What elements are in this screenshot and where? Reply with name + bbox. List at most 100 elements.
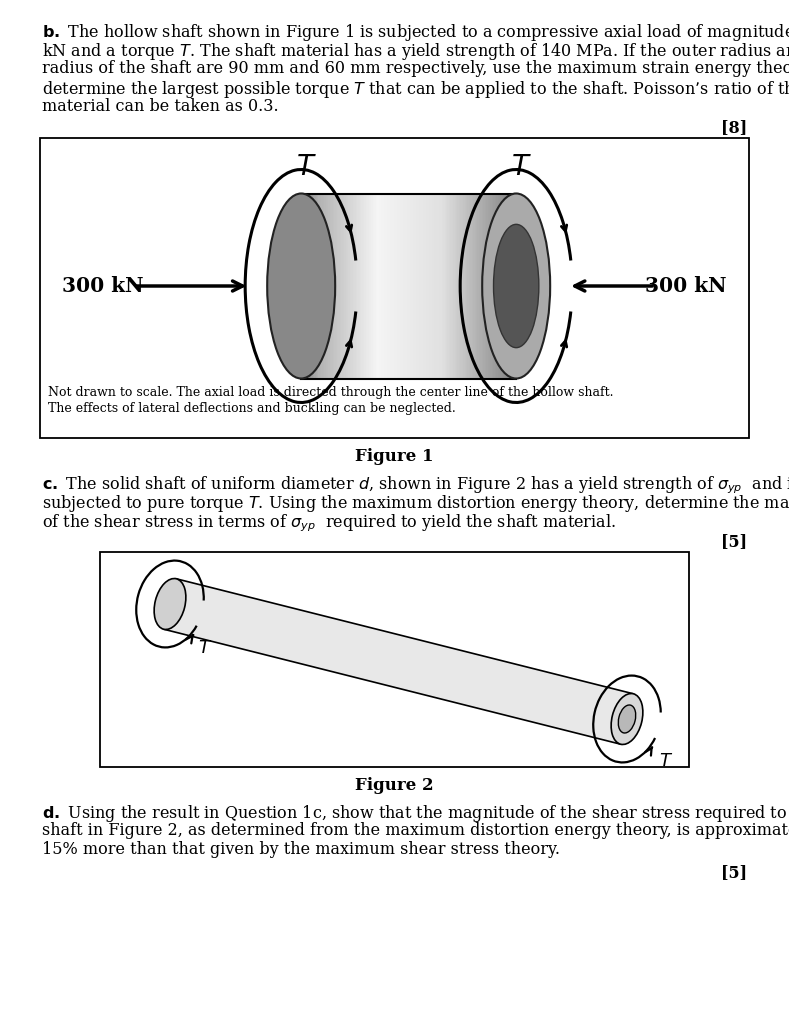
Bar	[409, 194, 411, 379]
Bar	[361, 194, 364, 379]
Bar	[505, 194, 507, 379]
Bar	[424, 194, 427, 379]
Bar	[459, 194, 461, 379]
Bar	[512, 194, 514, 379]
Bar	[416, 194, 418, 379]
Bar	[367, 194, 369, 379]
Bar	[419, 194, 421, 379]
Bar	[394, 194, 397, 379]
Bar	[349, 194, 351, 379]
Bar	[320, 194, 322, 379]
Text: radius of the shaft are 90 mm and 60 mm respectively, use the maximum strain ene: radius of the shaft are 90 mm and 60 mm …	[42, 60, 789, 77]
Bar	[507, 194, 508, 379]
Bar	[356, 194, 358, 379]
Bar	[428, 194, 429, 379]
Bar	[333, 194, 335, 379]
Bar	[365, 194, 366, 379]
Text: material can be taken as 0.3.: material can be taken as 0.3.	[42, 98, 279, 115]
Bar	[400, 194, 402, 379]
Bar	[370, 194, 372, 379]
Text: $\mathbf{c.}$ The solid shaft of uniform diameter $d$, shown in Figure 2 has a y: $\mathbf{c.}$ The solid shaft of uniform…	[42, 474, 789, 496]
Bar	[451, 194, 452, 379]
Bar	[407, 194, 409, 379]
Bar	[368, 194, 371, 379]
Bar	[430, 194, 432, 379]
Ellipse shape	[493, 224, 539, 348]
Bar	[432, 194, 434, 379]
Bar	[376, 194, 378, 379]
Text: $\mathbf{d.}$ Using the result in Question 1c, show that the magnitude of the sh: $\mathbf{d.}$ Using the result in Questi…	[42, 803, 789, 824]
Bar	[387, 194, 390, 379]
Bar	[393, 194, 395, 379]
Bar	[469, 194, 471, 379]
Bar	[456, 194, 458, 379]
Bar	[426, 194, 428, 379]
Polygon shape	[163, 579, 634, 744]
Bar	[372, 194, 374, 379]
Bar	[496, 194, 499, 379]
Bar	[499, 194, 501, 379]
Bar	[384, 194, 387, 379]
Bar	[402, 194, 404, 379]
Bar	[317, 194, 320, 379]
Bar	[391, 194, 394, 379]
Bar	[412, 194, 413, 379]
Bar	[397, 194, 399, 379]
Bar	[319, 194, 320, 379]
Bar	[344, 194, 346, 379]
Bar	[363, 194, 365, 379]
Bar	[304, 194, 306, 379]
Bar	[301, 194, 304, 379]
Text: [5]: [5]	[721, 534, 747, 550]
Bar	[335, 194, 338, 379]
Bar	[324, 194, 327, 379]
Bar	[417, 194, 420, 379]
Bar	[433, 194, 436, 379]
Bar	[421, 194, 424, 379]
Bar	[460, 194, 462, 379]
Bar	[337, 194, 339, 379]
Bar	[403, 194, 406, 379]
Bar	[435, 194, 437, 379]
Bar	[410, 194, 413, 379]
Text: The effects of lateral deflections and buckling can be neglected.: The effects of lateral deflections and b…	[48, 402, 456, 415]
Bar	[479, 194, 481, 379]
Bar	[465, 194, 467, 379]
Bar	[342, 194, 343, 379]
Bar	[493, 194, 495, 379]
Bar	[357, 194, 359, 379]
Ellipse shape	[482, 194, 550, 379]
Bar	[466, 194, 468, 379]
Bar	[321, 194, 323, 379]
Bar	[358, 194, 361, 379]
Bar	[510, 194, 513, 379]
Bar	[379, 194, 381, 379]
Bar	[483, 194, 485, 379]
Bar	[314, 194, 316, 379]
Bar	[383, 194, 385, 379]
Text: 15% more than that given by the maximum shear stress theory.: 15% more than that given by the maximum …	[42, 841, 560, 858]
Text: Not drawn to scale. The axial load is directed through the center line of the ho: Not drawn to scale. The axial load is di…	[48, 386, 614, 399]
Bar	[489, 194, 492, 379]
Bar	[498, 194, 499, 379]
Bar	[303, 194, 305, 379]
Text: 300 kN: 300 kN	[645, 276, 727, 296]
Bar	[458, 194, 460, 379]
Text: $T$: $T$	[198, 639, 212, 657]
Bar	[503, 194, 506, 379]
Text: determine the largest possible torque $T$ that can be applied to the shaft. Pois: determine the largest possible torque $T…	[42, 79, 789, 100]
Bar	[377, 194, 380, 379]
Bar	[406, 194, 408, 379]
Bar	[405, 194, 406, 379]
Bar	[443, 194, 445, 379]
Ellipse shape	[154, 579, 186, 630]
Bar	[353, 194, 355, 379]
Bar	[390, 194, 392, 379]
Text: [8]: [8]	[720, 119, 747, 136]
Bar	[440, 194, 443, 379]
Bar	[488, 194, 490, 379]
Bar	[338, 194, 341, 379]
Bar	[312, 194, 315, 379]
Bar	[514, 194, 517, 379]
Bar	[462, 194, 464, 379]
